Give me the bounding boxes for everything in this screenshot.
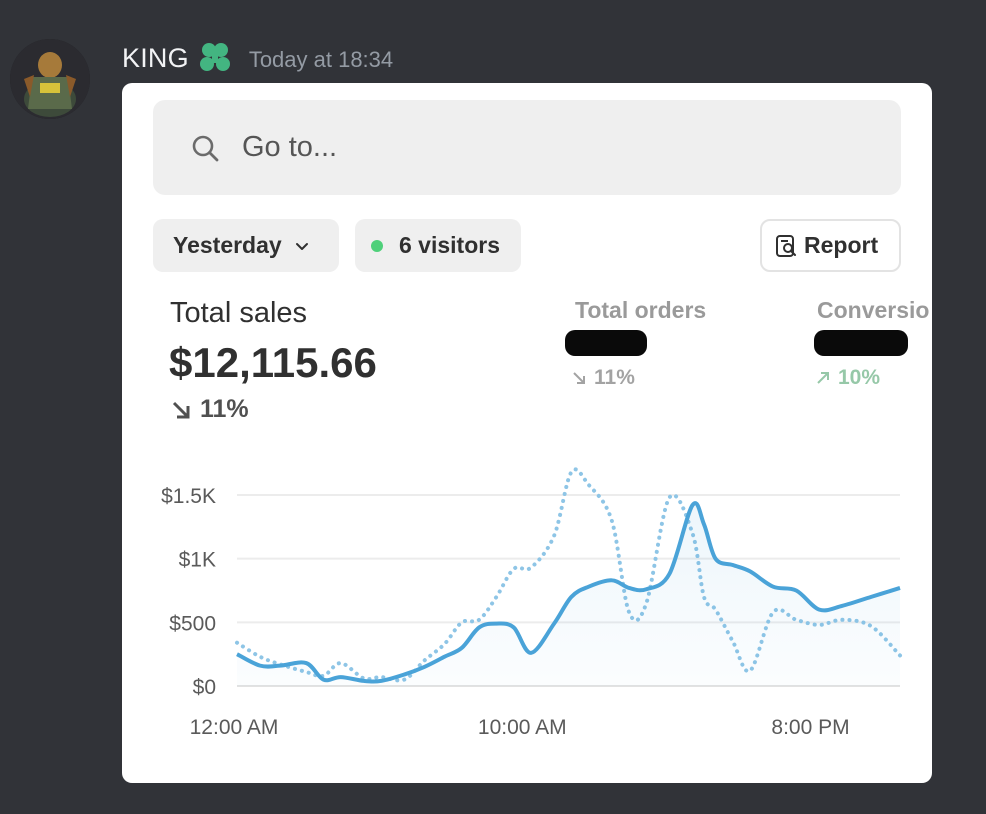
y-tick-label: $0 [193,676,216,699]
report-icon [776,234,796,257]
date-range-dropdown[interactable]: Yesterday [153,219,339,272]
y-tick-label: $1.5K [161,485,216,508]
total-sales-change: 11% [170,395,249,424]
conversion-title-clip: Conversio [817,291,932,331]
y-tick-label: $500 [169,612,216,635]
screenshot-attachment[interactable]: Go to... Yesterday 6 visitors Report Tot… [122,83,932,783]
conversion-title[interactable]: Conversio [817,297,930,323]
search-placeholder: Go to... [242,131,338,163]
y-tick-label: $1K [179,549,216,572]
conversion-change: 10% [816,366,880,390]
date-range-label: Yesterday [173,232,282,258]
arrow-down-right-icon [172,401,190,418]
x-tick-label: 12:00 AM [190,716,279,739]
total-sales-change-value: 11% [200,395,249,423]
search-icon [192,135,219,161]
username[interactable]: KING [122,42,189,73]
x-tick-label: 10:00 AM [478,716,567,739]
x-tick-label: 8:00 PM [771,716,849,739]
message-timestamp: Today at 18:34 [248,47,394,72]
report-label: Report [804,232,879,258]
chevron-down-icon [295,242,308,250]
redacted-total-orders-value [565,330,647,356]
redacted-conversion-value [814,330,908,356]
arrow-up-right-icon [817,372,829,384]
total-sales-value: $12,115.66 [169,339,377,386]
sales-line-chart: $1.5K $1K $500 $0 12:00 AM 10:00 AM 8:00 PM [161,467,902,739]
user-avatar[interactable] [10,39,90,119]
total-orders-change-value: 11% [594,366,635,389]
total-orders-title[interactable]: Total orders [575,297,707,323]
total-sales-title: Total sales [170,297,308,329]
live-visitors-pill[interactable]: 6 visitors [355,219,521,272]
primary-series-line [236,501,901,684]
search-bar[interactable]: Go to... [153,100,901,195]
message-header: KING Today at 18:34 [122,38,393,78]
live-status-dot [371,239,383,252]
total-orders-change: 11% [572,366,635,390]
conversion-change-value: 10% [838,366,881,389]
visitors-label: 6 visitors [399,232,500,258]
primary-series-area [237,503,900,686]
clover-badge-icon [197,40,233,76]
arrow-down-right-icon [573,372,585,384]
report-button[interactable]: Report [760,219,901,272]
